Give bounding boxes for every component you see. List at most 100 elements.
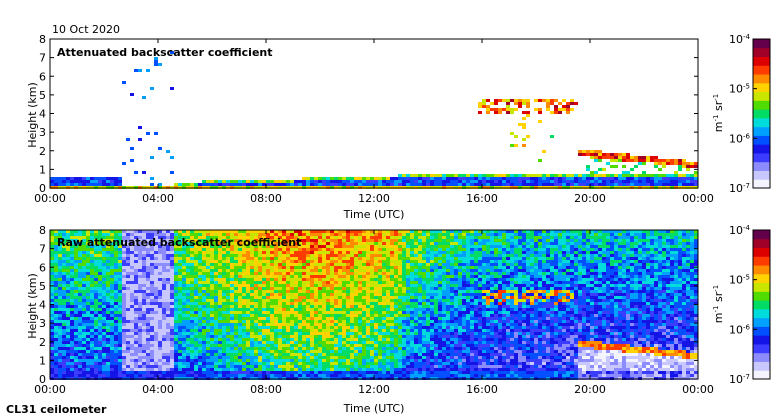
colorbar-swatch — [753, 109, 770, 119]
panel-title: Attenuated backscatter coefficient — [57, 46, 273, 59]
colorbar-swatch — [753, 47, 770, 58]
colorbar-swatch — [753, 56, 770, 66]
x-axis-label: Time (UTC) — [343, 402, 405, 415]
colorbar-swatch — [753, 170, 770, 180]
plot-area — [50, 39, 698, 188]
heatmap-cells — [50, 51, 698, 189]
y-tick-label: 1 — [39, 354, 46, 367]
colorbar-tick-label: 10-5 — [729, 83, 750, 96]
colorbar-swatch — [753, 91, 770, 101]
y-tick-label: 3 — [39, 317, 46, 330]
x-tick-label: 16:00 — [466, 192, 498, 205]
colorbar-tick-label: 10-4 — [729, 33, 751, 46]
colorbar-swatch — [753, 100, 770, 110]
colorbar-swatch — [753, 291, 770, 301]
x-tick-label: 00:00 — [682, 192, 714, 205]
heatmap-plot — [49, 229, 699, 380]
x-tick-labels: 00:00 04:00 08:00 12:00 16:00 20:00 00:00 — [34, 39, 714, 205]
y-tick-label: 7 — [39, 52, 46, 65]
colorbar-swatch — [753, 74, 770, 84]
y-axis-label: Height (km) — [26, 82, 39, 148]
heatmap-cells — [50, 230, 698, 380]
colorbar-swatch — [753, 247, 770, 257]
colorbar-swatch — [753, 300, 770, 310]
heatmap-plot — [49, 38, 699, 189]
y-tick-labels: 0 1 2 3 4 5 6 7 8 — [39, 224, 698, 386]
y-tick-label: 5 — [39, 89, 46, 102]
colorbar-tick-label: 10-7 — [729, 373, 750, 386]
colorbar-label: m-1 sr-1 — [712, 94, 725, 132]
colorbar-frame — [752, 229, 771, 380]
colorbar-label: m-1 sr-1 — [712, 285, 725, 323]
colorbar-swatch — [753, 82, 770, 93]
y-tick-label: 6 — [39, 261, 46, 274]
colorbar-swatch — [753, 230, 770, 240]
y-tick-label: 0 — [39, 182, 46, 195]
colorbar-swatch — [753, 370, 770, 380]
colorbar-swatch — [753, 135, 770, 145]
x-tick-label: 12:00 — [358, 192, 390, 205]
colorbar-swatch — [753, 161, 770, 171]
colorbar-tick-label: 10-4 — [729, 224, 751, 237]
raw-attenuated-backscatter-panel: Raw attenuated backscatter coefficient H… — [26, 224, 771, 415]
y-tick-label: 5 — [39, 280, 46, 293]
colorbar-swatch — [753, 308, 770, 319]
instrument-label: CL31 ceilometer — [6, 403, 107, 416]
colorbar-swatch — [753, 144, 770, 154]
y-tick-label: 1 — [39, 163, 46, 176]
attenuated-backscatter-panel: Attenuated backscatter coefficient Heigh… — [26, 33, 771, 221]
x-tick-label: 04:00 — [142, 192, 174, 205]
colorbar-swatch — [753, 265, 770, 275]
colorbar: 10-7 10-6 10-5 10-4 — [729, 224, 771, 386]
colorbar-swatch — [753, 335, 770, 345]
colorbar-swatch — [753, 326, 770, 336]
y-tick-label: 8 — [39, 224, 46, 237]
date-label: 10 Oct 2020 — [52, 23, 120, 36]
x-tick-label: 00:00 — [34, 383, 66, 396]
y-tick-label: 2 — [39, 336, 46, 349]
x-tick-label: 20:00 — [574, 192, 606, 205]
colorbar-tick-label: 10-7 — [729, 182, 750, 195]
x-tick-label: 12:00 — [358, 383, 390, 396]
colorbar-swatch — [753, 343, 770, 354]
colorbar: 10-7 10-6 10-5 10-4 — [729, 33, 771, 195]
y-tick-labels: 0 1 2 3 4 5 6 7 8 — [39, 33, 698, 195]
x-tick-label: 20:00 — [574, 383, 606, 396]
colorbar-tick-label: 10-6 — [729, 132, 751, 145]
y-tick-label: 8 — [39, 33, 46, 46]
colorbar-swatch — [753, 152, 770, 163]
y-tick-label: 7 — [39, 243, 46, 256]
colorbar-swatch — [753, 117, 770, 128]
colorbar-swatch — [753, 256, 770, 266]
colorbar-swatch — [753, 126, 770, 136]
y-tick-label: 0 — [39, 373, 46, 386]
colorbar-swatch — [753, 361, 770, 371]
colorbar-tick-label: 10-5 — [729, 274, 750, 287]
x-tick-label: 00:00 — [682, 383, 714, 396]
x-tick-labels: 00:00 04:00 08:00 12:00 16:00 20:00 00:00 — [34, 230, 714, 396]
x-tick-label: 00:00 — [34, 192, 66, 205]
y-tick-label: 4 — [39, 299, 46, 312]
colorbar-swatch — [753, 282, 770, 292]
y-tick-label: 4 — [39, 108, 46, 121]
colorbar-swatch — [753, 65, 770, 75]
y-tick-label: 3 — [39, 126, 46, 139]
x-tick-label: 04:00 — [142, 383, 174, 396]
y-axis-label: Height (km) — [26, 273, 39, 339]
colorbar-swatch — [753, 317, 770, 327]
x-tick-label: 08:00 — [250, 383, 282, 396]
y-tick-label: 6 — [39, 70, 46, 83]
x-tick-label: 08:00 — [250, 192, 282, 205]
colorbar-swatch — [753, 352, 770, 362]
y-tick-label: 2 — [39, 145, 46, 158]
x-axis-label: Time (UTC) — [343, 208, 405, 221]
colorbar-swatch — [753, 273, 770, 284]
colorbar-swatch — [753, 179, 770, 189]
x-tick-label: 16:00 — [466, 383, 498, 396]
colorbar-frame — [752, 38, 771, 189]
colorbar-swatch — [753, 39, 770, 49]
panel-title: Raw attenuated backscatter coefficient — [57, 236, 301, 249]
colorbar-tick-label: 10-6 — [729, 323, 751, 336]
colorbar-swatch — [753, 238, 770, 249]
